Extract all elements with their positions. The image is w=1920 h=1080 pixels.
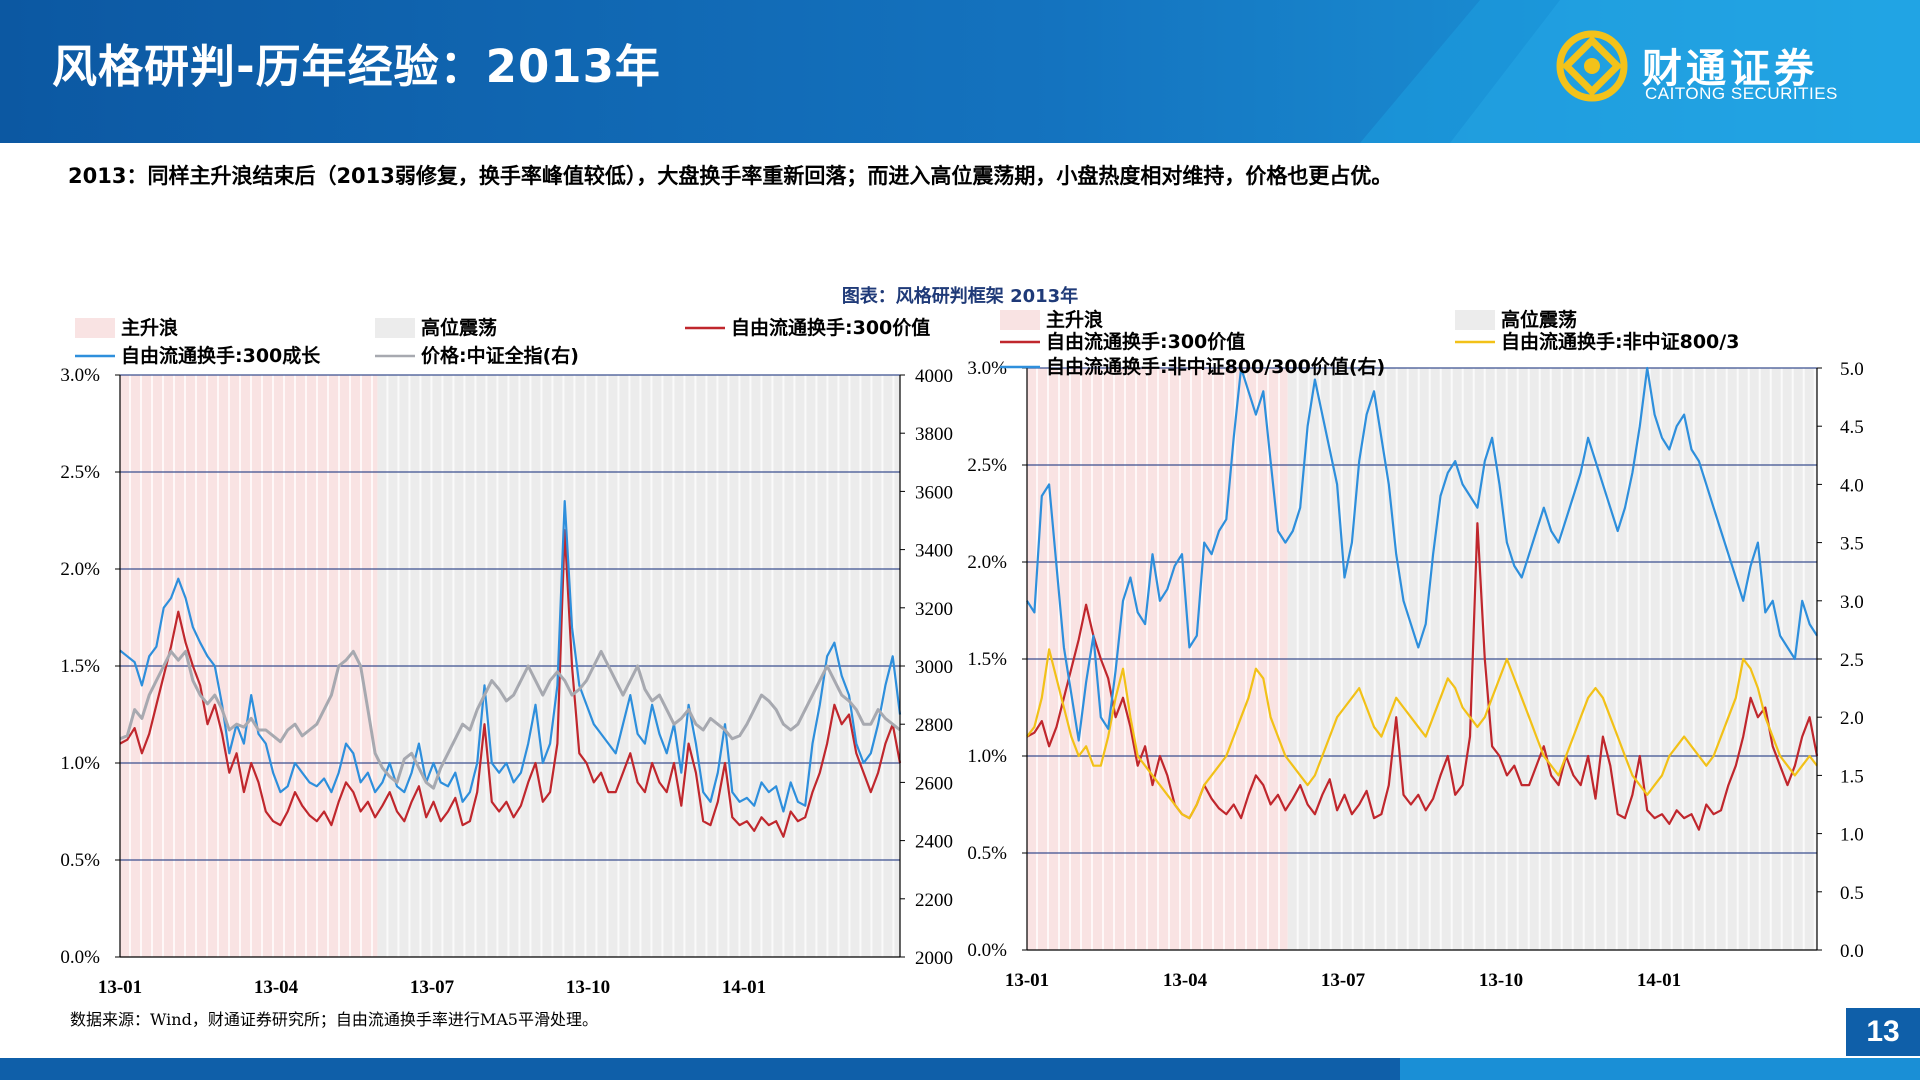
- y-right-tick-label: 3800: [915, 424, 953, 445]
- y-left-tick-label: 2.5%: [60, 462, 100, 483]
- series-line-1-1: [1026, 648, 1818, 820]
- y-right-tick-label: 2800: [915, 715, 953, 736]
- legend-label: 价格:中证全指(右): [421, 344, 579, 367]
- y-left-tick-label: 1.0%: [967, 746, 1007, 767]
- legend-label: 高位震荡: [1501, 308, 1577, 331]
- footer-bar: [0, 1058, 1920, 1080]
- legend-label: 自由流通换手:300价值: [1046, 330, 1245, 353]
- legend-label: 自由流通换手:300价值: [731, 316, 930, 339]
- x-tick-label: 14-01: [722, 977, 766, 998]
- legend-label: 自由流通换手:非中证800/3: [1501, 330, 1739, 353]
- y-left-tick-label: 1.5%: [60, 656, 100, 677]
- y-right-tick-label: 2.5: [1840, 650, 1864, 671]
- y-right-tick-label: 0.5: [1840, 883, 1864, 904]
- logo-icon: [1556, 30, 1628, 102]
- page-number: 13: [1846, 1008, 1920, 1056]
- y-right-tick-label: 2000: [915, 948, 953, 969]
- y-right-tick-label: 3600: [915, 482, 953, 503]
- y-right-tick-label: 3.5: [1840, 534, 1864, 555]
- series-line-0-1: [119, 500, 902, 813]
- y-right-tick-label: 4000: [915, 366, 953, 387]
- logo-text-en: CAITONG SECURITIES: [1645, 84, 1838, 103]
- y-left-tick-label: 2.5%: [967, 455, 1007, 476]
- y-right-tick-label: 2.0: [1840, 708, 1864, 729]
- series-line-1-2: [1026, 366, 1818, 742]
- y-right-tick-label: 5.0: [1840, 359, 1864, 380]
- x-tick-label: 13-07: [1321, 970, 1366, 991]
- x-tick-label: 13-10: [566, 977, 610, 998]
- y-left-tick-label: 0.0%: [60, 947, 100, 968]
- page-title: 风格研判-历年经验：2013年: [52, 40, 661, 93]
- y-right-tick-label: 3200: [915, 599, 953, 620]
- x-tick-label: 13-01: [98, 977, 142, 998]
- y-left-tick-label: 2.0%: [967, 552, 1007, 573]
- y-right-tick-label: 1.5: [1840, 766, 1864, 787]
- y-left-tick-label: 2.0%: [60, 559, 100, 580]
- y-right-tick-label: 3.0: [1840, 592, 1864, 613]
- logo-text-cn: 财通证券: [1642, 46, 1818, 92]
- source-note: 数据来源：Wind，财通证券研究所；自由流通换手率进行MA5平滑处理。: [70, 1010, 598, 1029]
- y-left-tick-label: 0.5%: [967, 843, 1007, 864]
- y-right-tick-label: 4.0: [1840, 475, 1864, 496]
- legend-label: 主升浪: [1046, 308, 1103, 331]
- y-left-tick-label: 1.5%: [967, 649, 1007, 670]
- chart-left: 0.0% 0.5% 1.0% 1.5% 2.0% 2.5% 3.0% 2000 2200 2400…: [60, 316, 953, 998]
- legend-label: 高位震荡: [421, 316, 497, 339]
- x-tick-label: 13-04: [1163, 970, 1208, 991]
- x-tick-label: 13-10: [1479, 970, 1523, 991]
- y-right-tick-label: 2600: [915, 773, 953, 794]
- x-tick-label: 13-04: [254, 977, 299, 998]
- y-right-tick-label: 3000: [915, 657, 953, 678]
- legend-label: 主升浪: [121, 316, 178, 339]
- y-left-tick-label: 1.0%: [60, 753, 100, 774]
- y-right-tick-label: 4.5: [1840, 417, 1864, 438]
- y-right-tick-label: 1.0: [1840, 825, 1864, 846]
- x-tick-label: 13-07: [410, 977, 455, 998]
- y-left-tick-label: 0.5%: [60, 850, 100, 871]
- series-line-1-0: [1026, 522, 1819, 831]
- header-banner: [0, 0, 1920, 143]
- legend-swatch: [1455, 310, 1495, 330]
- legend-swatch: [1000, 310, 1040, 330]
- series-line-0-0: [119, 529, 902, 838]
- y-left-tick-label: 0.0%: [967, 940, 1007, 961]
- figure-title: 图表：风格研判框架 2013年: [841, 286, 1079, 307]
- chart-right: 0.0% 0.5% 1.0% 1.5% 2.0% 2.5% 3.0% 0.0 0.5 1.0 1.5…: [967, 308, 1864, 991]
- series-line-0-2: [119, 649, 901, 790]
- y-right-tick-label: 2200: [915, 890, 953, 911]
- summary-text: 2013：同样主升浪结束后（2013弱修复，换手率峰值较低），大盘换手率重新回落…: [68, 164, 1393, 188]
- x-tick-label: 13-01: [1005, 970, 1049, 991]
- legend-label: 自由流通换手:非中证800/300价值(右): [1046, 355, 1385, 378]
- y-right-tick-label: 2400: [915, 832, 953, 853]
- legend-swatch: [75, 318, 115, 338]
- y-right-tick-label: 3400: [915, 541, 953, 562]
- y-left-tick-label: 3.0%: [60, 365, 100, 386]
- legend-label: 自由流通换手:300成长: [121, 344, 321, 367]
- legend-swatch: [375, 318, 415, 338]
- y-right-tick-label: 0.0: [1840, 941, 1864, 962]
- y-left-tick-label: 3.0%: [967, 358, 1007, 379]
- x-tick-label: 14-01: [1637, 970, 1681, 991]
